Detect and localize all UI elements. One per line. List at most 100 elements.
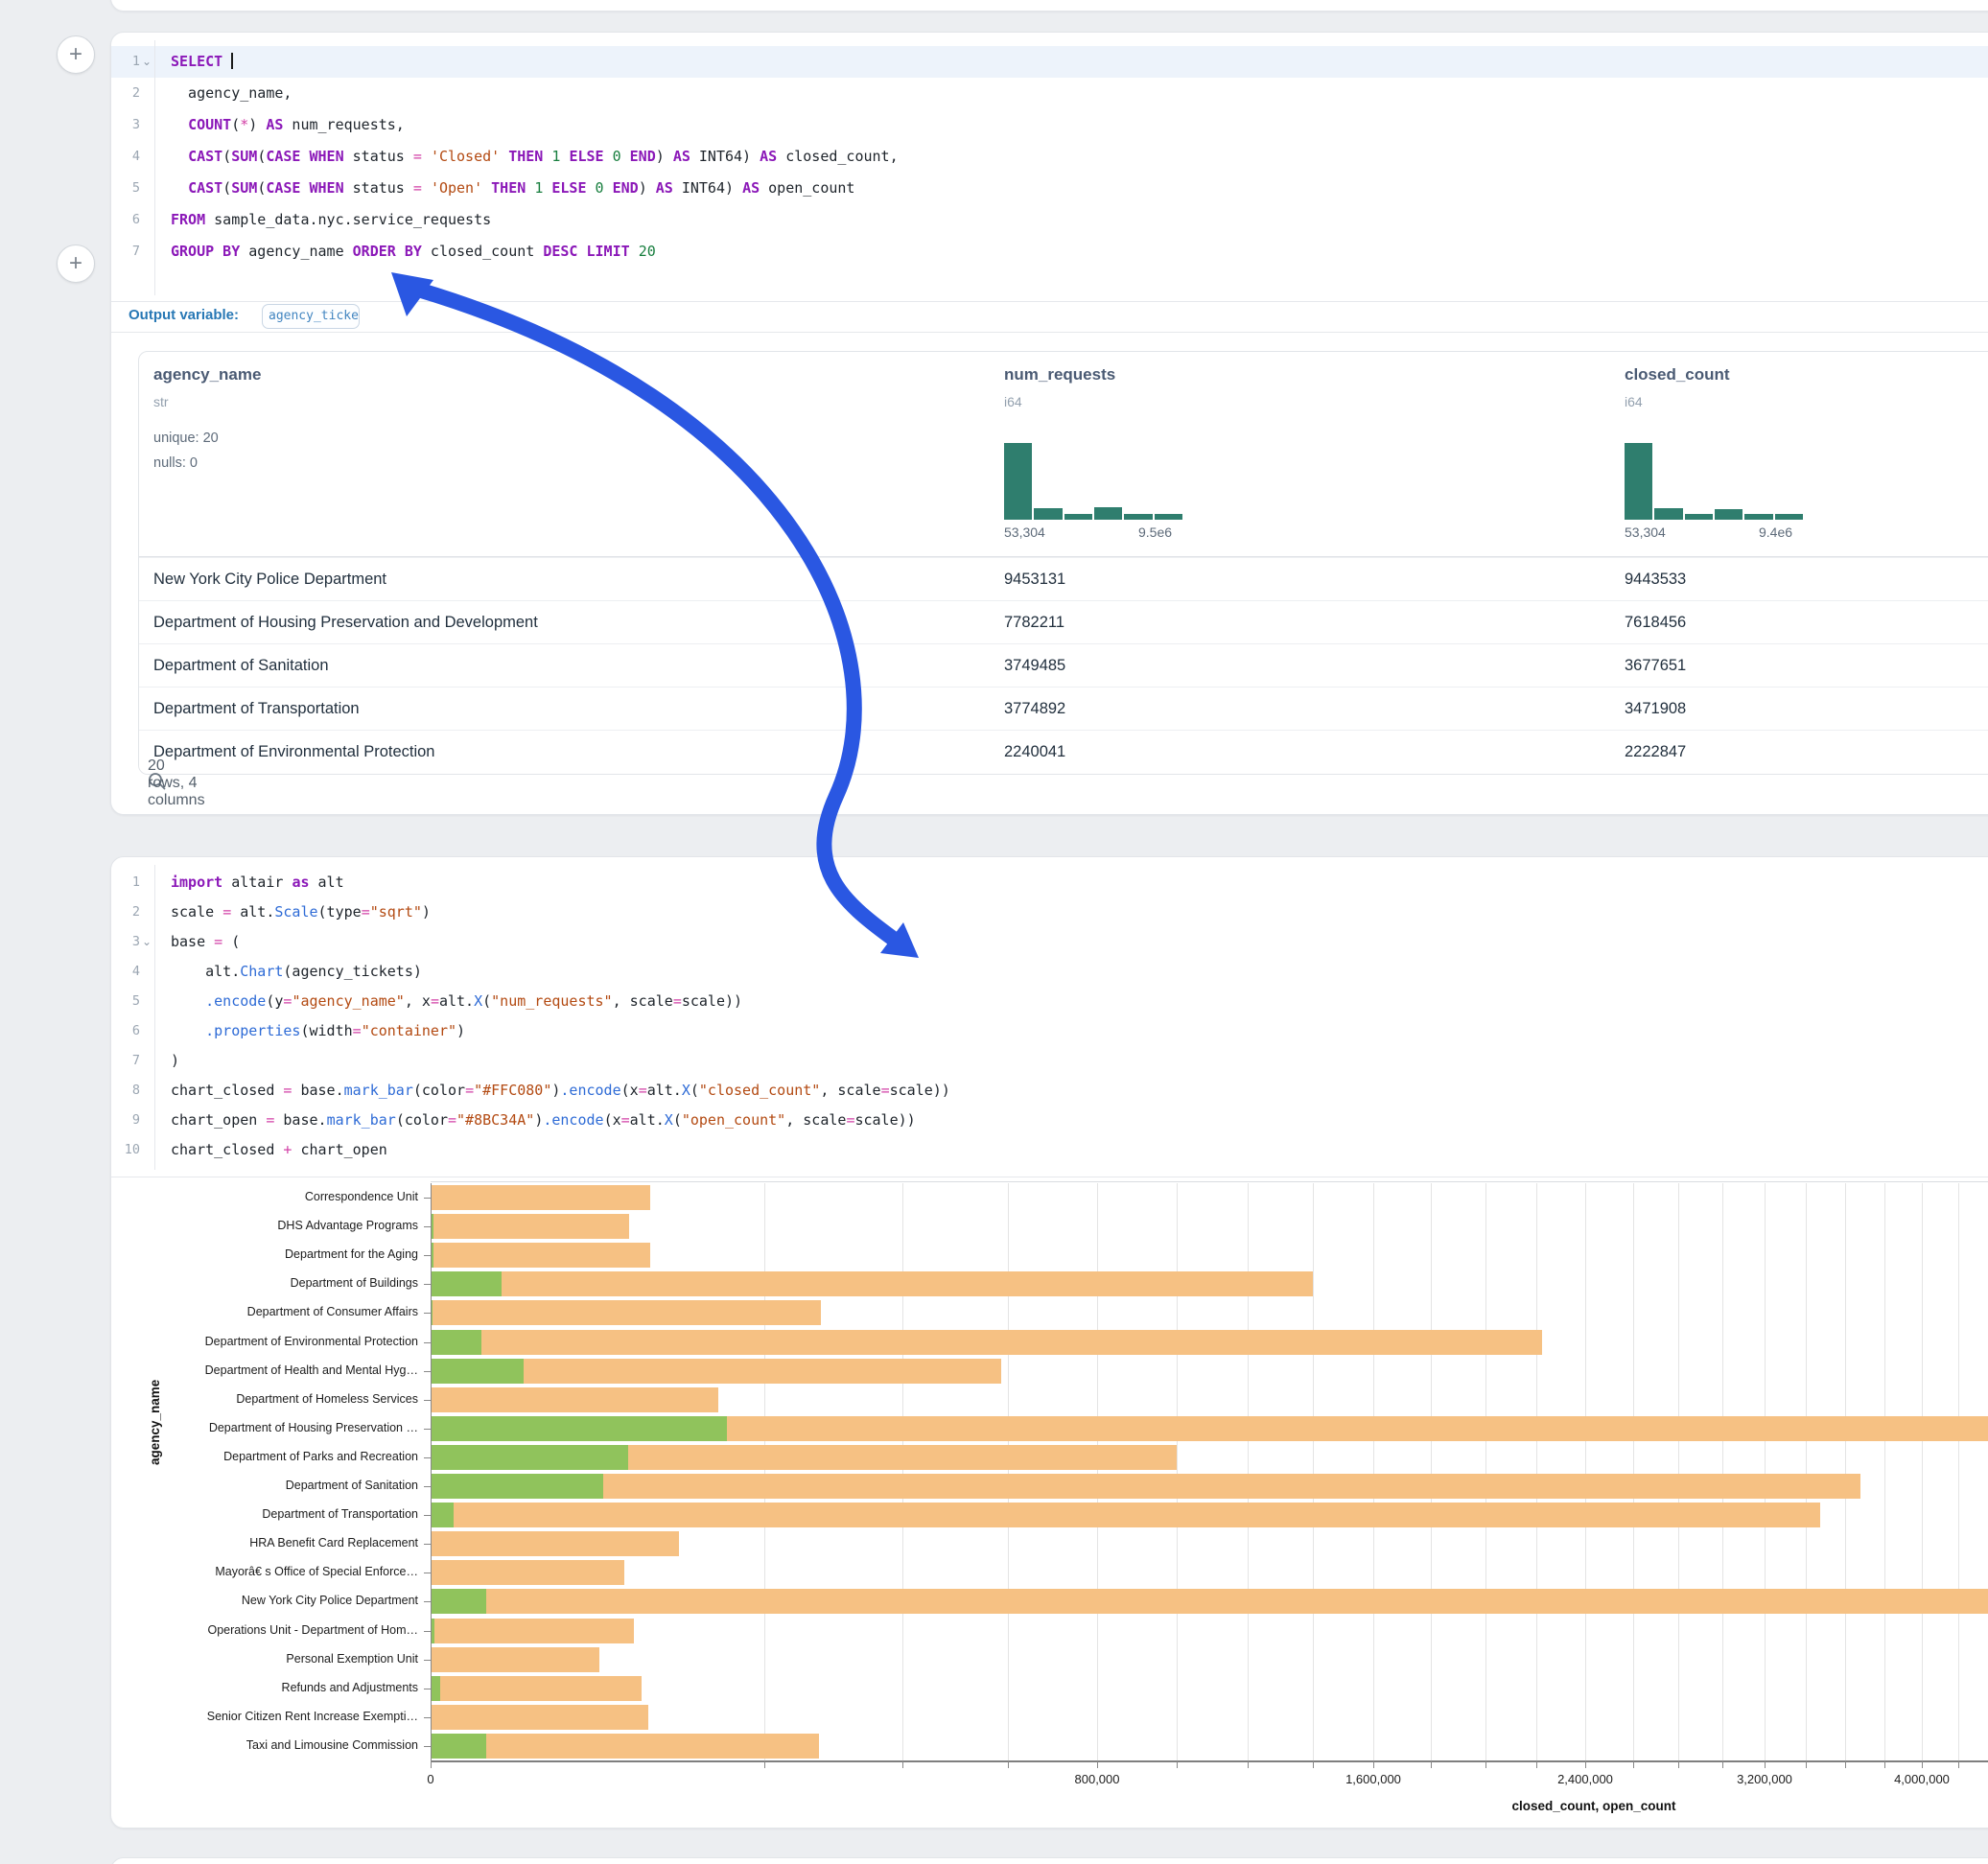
output-variable-label: Output variable: [129, 307, 239, 323]
code-token: = [214, 933, 222, 950]
code-token: (color [413, 1082, 465, 1099]
dataframe-preview-table: agency_namestrunique: 20nulls: 0num_requ… [138, 351, 1988, 775]
code-token: INT64) [673, 179, 742, 197]
histogram-bar [1034, 508, 1062, 520]
code-token: ) [656, 148, 673, 165]
code-token: ( [222, 148, 231, 165]
code-token: (width [300, 1022, 352, 1039]
code-line: .encode(y="agency_name", x=alt.X("num_re… [171, 986, 1988, 1017]
x-axis-tick [1585, 1760, 1586, 1768]
code-token: base. [274, 1111, 326, 1129]
open-count-bar [431, 1330, 481, 1355]
histogram-bar [1715, 509, 1742, 520]
sql-code-editor[interactable]: 1⌄SELECT 2 agency_name,3 COUNT(*) AS num… [111, 33, 1988, 301]
code-token: .encode [543, 1111, 603, 1129]
x-tick-label: 0 [427, 1772, 433, 1786]
code-token: = [353, 1022, 362, 1039]
x-axis-tick [1678, 1760, 1679, 1768]
code-token: ( [222, 179, 231, 197]
fold-chevron-icon[interactable]: ⌄ [142, 46, 152, 78]
code-token: WHEN [310, 148, 344, 165]
next-cell-card-edge [110, 1857, 1988, 1864]
table-row[interactable]: Department of Environmental Protection22… [139, 730, 1988, 774]
column-header-agency_name[interactable]: agency_name [153, 365, 261, 384]
code-token [171, 148, 188, 165]
code-token: = [222, 903, 231, 920]
code-token: alt. [647, 1082, 682, 1099]
code-token: X [474, 992, 482, 1010]
open-count-bar [431, 1474, 603, 1499]
y-tick-label: Department of Housing Preservation … [167, 1421, 418, 1434]
table-row[interactable]: New York City Police Department945313194… [139, 557, 1988, 601]
x-axis-line [431, 1760, 1988, 1762]
code-token: "agency_name" [292, 992, 404, 1010]
histogram-min-label: 53,304 [1625, 524, 1666, 540]
code-token: "num_requests" [491, 992, 612, 1010]
y-axis-tick [424, 1515, 431, 1516]
cell-closed-count: 7618456 [1625, 601, 1686, 644]
closed-count-bar [431, 1243, 650, 1268]
code-token: agency_name, [171, 84, 292, 102]
gridline [1536, 1183, 1537, 1760]
code-token: alt. [439, 992, 474, 1010]
code-token: import [171, 874, 222, 891]
gutter-line-number: 4 [111, 141, 140, 173]
closed-count-bar [431, 1589, 1988, 1614]
code-token: ) [456, 1022, 465, 1039]
closed-count-bar [431, 1705, 648, 1730]
gutter-line-number: 1 [111, 46, 140, 78]
table-row[interactable]: Department of Sanitation37494853677651 [139, 643, 1988, 687]
gutter-line-number: 7 [111, 236, 140, 268]
x-axis-tick [1536, 1760, 1537, 1768]
gutter-line-number: 4 [111, 956, 140, 988]
code-token: "#FFC080" [474, 1082, 551, 1099]
code-token: 'Open' [431, 179, 482, 197]
y-tick-label: DHS Advantage Programs [167, 1219, 418, 1232]
histogram-bar [1744, 514, 1772, 520]
histogram-min-label: 53,304 [1004, 524, 1045, 540]
code-token: status [344, 148, 413, 165]
code-token: ( [673, 1111, 682, 1129]
gutter-line-number: 6 [111, 1015, 140, 1047]
table-row[interactable]: Department of Transportation377489234719… [139, 687, 1988, 731]
cell-num-requests: 3774892 [1004, 687, 1065, 731]
code-token: = [621, 1111, 630, 1129]
y-tick-label: Department of Consumer Affairs [167, 1305, 418, 1318]
notebook-page: + + 1⌄SELECT 2 agency_name,3 COUNT(*) AS… [0, 0, 1988, 1864]
code-token: , scale [820, 1082, 880, 1099]
code-token: , x [405, 992, 431, 1010]
code-token [171, 992, 205, 1010]
code-line: import altair as alt [171, 867, 1988, 898]
y-axis-tick [424, 1429, 431, 1430]
add-cell-button-top[interactable]: + [57, 35, 95, 74]
output-variable-pill[interactable]: agency_tickets [262, 304, 360, 329]
code-token: AS [673, 148, 690, 165]
gutter-line-number: 5 [111, 986, 140, 1017]
fold-chevron-icon[interactable]: ⌄ [142, 926, 152, 958]
cell-closed-count: 3677651 [1625, 644, 1686, 687]
code-token: ORDER BY [353, 243, 422, 260]
gutter-line-number: 7 [111, 1045, 140, 1077]
histogram-bar [1004, 443, 1032, 520]
gridline [1845, 1183, 1846, 1760]
gridline [1884, 1183, 1885, 1760]
gridline [1633, 1183, 1634, 1760]
column-header-closed_count[interactable]: closed_count [1625, 365, 1730, 384]
code-token [577, 243, 586, 260]
table-row[interactable]: Department of Housing Preservation and D… [139, 600, 1988, 644]
add-cell-button-middle[interactable]: + [57, 245, 95, 283]
code-token [604, 148, 613, 165]
x-tick-label: 4,000,000 [1894, 1772, 1950, 1786]
code-token: scale)) [682, 992, 742, 1010]
code-token: CAST [188, 179, 222, 197]
cell-num-requests: 3749485 [1004, 644, 1065, 687]
column-header-num_requests[interactable]: num_requests [1004, 365, 1115, 384]
closed-count-bar [431, 1214, 629, 1239]
python-code-editor[interactable]: 1import altair as alt2scale = alt.Scale(… [111, 857, 1988, 1174]
gutter-divider [154, 40, 155, 295]
code-token: WHEN [310, 179, 344, 197]
x-axis-tick [1177, 1760, 1178, 1768]
y-axis-tick [424, 1198, 431, 1199]
code-token [621, 148, 630, 165]
y-axis-tick [424, 1631, 431, 1632]
